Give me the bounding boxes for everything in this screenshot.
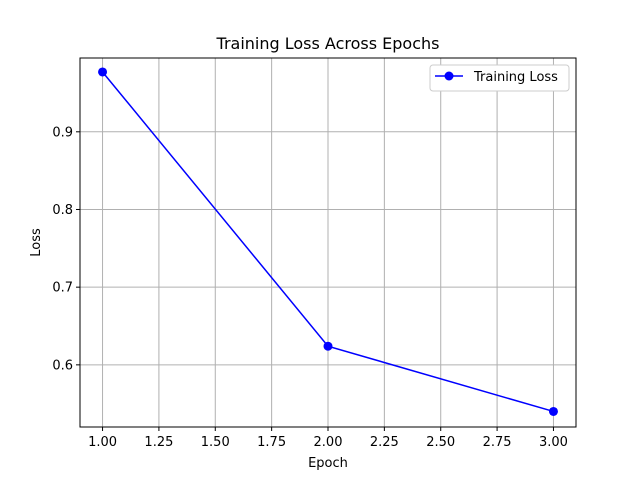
legend-label: Training Loss [473,70,558,85]
y-tick-label: 0.7 [52,281,73,296]
x-tick-label: 1.50 [201,435,230,450]
y-axis-label: Loss [29,228,44,257]
y-axis: 0.6 0.7 0.8 0.9 [52,125,80,373]
data-point [548,406,558,416]
legend: Training Loss [429,64,570,92]
y-tick-label: 0.8 [52,203,73,218]
x-axis: 1.00 1.25 1.50 1.75 2.00 2.25 2.50 2.75 3.00 [88,427,568,450]
x-tick-label: 2.00 [314,435,343,450]
y-tick-label: 0.6 [52,358,73,373]
x-tick-label: 2.25 [370,435,399,450]
chart-title: Training Loss Across Epochs [216,34,440,53]
x-axis-label: Epoch [308,456,348,471]
y-tick-label: 0.9 [52,125,73,140]
legend-marker [444,71,454,81]
x-tick-label: 3.00 [539,435,568,450]
data-point [323,341,333,351]
x-tick-label: 1.00 [88,435,117,450]
x-tick-label: 1.25 [144,435,173,450]
x-tick-label: 2.75 [483,435,512,450]
grid [80,58,576,427]
series-layer [98,67,558,416]
legend-box [429,64,570,92]
data-point [98,67,108,77]
x-tick-label: 2.50 [426,435,455,450]
x-tick-label: 1.75 [257,435,286,450]
